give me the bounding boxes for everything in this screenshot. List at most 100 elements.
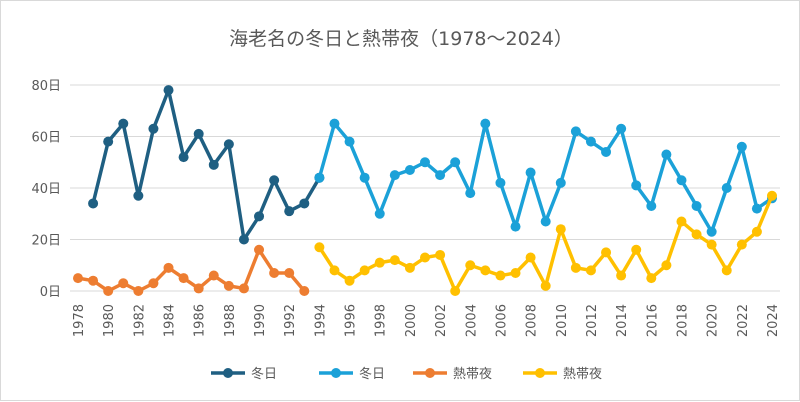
data-point xyxy=(570,262,581,273)
data-point xyxy=(676,175,687,186)
x-tick-label: 1984 xyxy=(163,304,178,337)
data-point xyxy=(118,278,129,289)
data-point xyxy=(223,139,234,150)
data-point xyxy=(465,260,476,271)
data-point xyxy=(420,252,430,263)
series-line xyxy=(77,248,306,293)
data-point xyxy=(223,280,234,291)
data-point xyxy=(73,273,83,284)
data-point xyxy=(465,188,476,199)
data-point xyxy=(88,198,99,209)
data-point xyxy=(631,180,642,191)
legend-label: 熱帯夜 xyxy=(453,367,492,382)
data-point xyxy=(404,262,415,273)
y-tick-label: 20日 xyxy=(31,234,61,249)
legend-marker xyxy=(535,368,545,378)
x-tick-label: 2012 xyxy=(585,304,600,337)
data-point xyxy=(359,265,370,276)
data-point xyxy=(299,286,310,296)
data-point xyxy=(238,283,249,294)
data-point xyxy=(314,172,325,183)
data-point xyxy=(88,275,99,286)
data-point xyxy=(329,265,340,276)
data-point xyxy=(254,244,265,255)
legend-item: 熱帯夜 xyxy=(413,367,492,382)
data-point xyxy=(344,275,355,286)
legend-label: 冬日 xyxy=(251,366,277,382)
data-point xyxy=(631,244,642,255)
data-point xyxy=(450,157,461,168)
x-tick-label: 2006 xyxy=(494,304,509,337)
x-tick-label: 2016 xyxy=(645,304,660,337)
x-tick-label: 2014 xyxy=(615,304,630,337)
data-point xyxy=(601,247,612,258)
data-point xyxy=(148,278,159,289)
data-point xyxy=(510,221,521,232)
x-tick-label: 1978 xyxy=(72,304,87,337)
data-point xyxy=(751,203,762,214)
data-point xyxy=(374,208,385,219)
data-point xyxy=(495,270,506,281)
data-point xyxy=(299,198,310,209)
data-point xyxy=(525,252,536,263)
y-axis: 0日 20日 40日 60日 80日 xyxy=(31,79,61,300)
data-point xyxy=(585,136,596,147)
data-point xyxy=(133,286,144,296)
x-tick-label: 1998 xyxy=(374,304,389,337)
x-tick-label: 2022 xyxy=(736,304,751,337)
data-point xyxy=(118,118,129,129)
x-tick-label: 2010 xyxy=(555,304,570,337)
data-point xyxy=(193,283,204,294)
series-line xyxy=(91,88,321,242)
series-group xyxy=(73,85,777,296)
data-point xyxy=(374,257,385,268)
x-tick-label: 1992 xyxy=(283,304,298,337)
data-point xyxy=(691,229,702,240)
legend-label: 冬日 xyxy=(359,366,385,382)
data-point xyxy=(676,216,687,227)
data-point xyxy=(344,136,355,147)
data-point xyxy=(751,226,762,237)
data-point xyxy=(555,224,566,235)
x-tick-label: 2018 xyxy=(675,304,690,337)
data-point xyxy=(103,286,114,296)
y-tick-label: 80日 xyxy=(31,79,61,94)
legend-item: 冬日 xyxy=(319,366,385,382)
data-point xyxy=(540,280,551,291)
data-point xyxy=(540,216,551,227)
data-point xyxy=(193,128,204,139)
chart-title: 海老名の冬日と熱帯夜（1978～2024） xyxy=(229,28,573,50)
x-tick-label: 2004 xyxy=(464,304,479,337)
x-axis: 1978 1980 1982 1984 1986 1988 1990 1992 1994 1996… xyxy=(72,304,781,337)
series-line xyxy=(317,121,773,234)
data-point xyxy=(404,164,415,175)
data-point xyxy=(585,265,596,276)
series-0 xyxy=(88,85,325,245)
x-tick-label: 2000 xyxy=(404,304,419,337)
data-point xyxy=(646,273,657,284)
data-point xyxy=(510,267,521,278)
x-tick-label: 2002 xyxy=(434,304,449,337)
data-point xyxy=(495,177,506,188)
data-point xyxy=(691,201,702,212)
x-tick-label: 2008 xyxy=(525,304,540,337)
data-point xyxy=(721,265,732,276)
series-1 xyxy=(314,118,777,237)
x-tick-label: 1990 xyxy=(253,304,268,337)
legend-marker xyxy=(425,368,435,378)
x-tick-label: 2020 xyxy=(706,304,721,337)
data-point xyxy=(767,190,777,201)
data-point xyxy=(555,177,566,188)
data-point xyxy=(284,267,295,278)
legend-marker xyxy=(331,368,341,378)
data-point xyxy=(284,206,295,217)
data-point xyxy=(706,239,717,250)
x-tick-label: 1988 xyxy=(223,304,238,337)
data-point xyxy=(329,118,340,129)
data-point xyxy=(208,270,219,281)
data-point xyxy=(525,167,536,178)
data-point xyxy=(163,85,174,96)
y-tick-label: 60日 xyxy=(31,131,61,146)
